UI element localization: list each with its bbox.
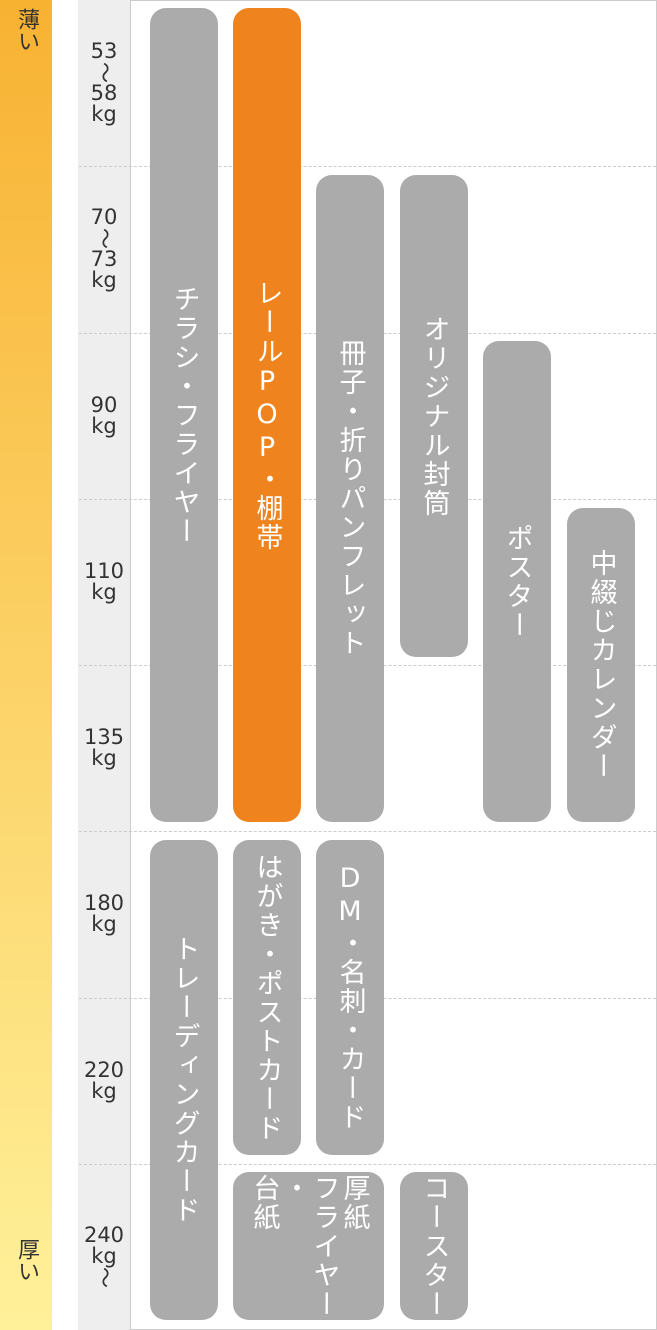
weight-label: 70 ～ 73 kg <box>78 207 130 291</box>
weight-text: 135 <box>83 725 125 750</box>
weight-text: ～ <box>92 228 117 250</box>
pill-text: 厚紙 フライヤー・台紙 <box>248 1173 370 1319</box>
row-divider <box>79 1163 656 1165</box>
pill-line: フライヤー <box>308 1173 340 1319</box>
pill-line: ・ <box>278 1173 310 1203</box>
category-pill: 中綴じカレンダー <box>567 508 635 822</box>
category-pill: ポスター <box>483 341 551 822</box>
thick-label: 厚い <box>14 1238 39 1282</box>
category-pill: レールPOP・棚帯 <box>233 8 301 822</box>
pill-text: レールPOP・棚帯 <box>251 278 283 552</box>
weight-text: 58 <box>90 81 118 106</box>
weight-text: kg <box>91 1244 117 1269</box>
weight-text: ～ <box>92 1267 117 1289</box>
weight-text: 73 <box>90 247 118 272</box>
weight-text: 240 <box>83 1223 125 1248</box>
weight-text: kg <box>91 746 117 771</box>
weight-text: 53 <box>90 39 118 64</box>
weight-text: 70 <box>90 205 118 230</box>
weight-label: 240 kg ～ <box>78 1223 130 1289</box>
pill-line: 厚紙 <box>338 1173 370 1232</box>
weight-text: 180 <box>83 891 125 916</box>
category-pill: はがき・ポストカード <box>233 840 301 1155</box>
pill-text: チラシ・フライヤー <box>168 284 200 546</box>
category-pill: 厚紙 フライヤー・台紙 <box>233 1172 384 1320</box>
weight-text: kg <box>91 912 117 937</box>
pill-text: オリジナル封筒 <box>418 314 450 518</box>
weight-text: 220 <box>83 1057 125 1082</box>
category-pill: オリジナル封筒 <box>400 175 468 657</box>
weight-text: kg <box>91 1078 117 1103</box>
weight-label: 90 kg <box>78 392 130 438</box>
pill-text: コースター <box>418 1173 450 1319</box>
pill-text: トレーディングカード <box>168 935 200 1225</box>
weight-label: 180 kg <box>78 893 130 935</box>
weight-text: 110 <box>83 558 125 583</box>
weight-text: kg <box>91 102 117 127</box>
weight-label: 110 kg <box>78 558 130 604</box>
pill-line: 台紙 <box>248 1173 280 1232</box>
thickness-bar <box>0 0 52 1330</box>
category-pill: DM・名刺・カード <box>316 840 384 1155</box>
row-divider <box>79 831 656 833</box>
weight-label: 53 ～ 58 kg <box>78 41 130 125</box>
category-pill: チラシ・フライヤー <box>150 8 218 822</box>
row-divider <box>79 166 656 168</box>
weight-label: 220 kg <box>78 1057 130 1103</box>
pill-text: 冊子・折りパンフレット <box>334 339 366 658</box>
pill-text: 中綴じカレンダー <box>585 549 617 781</box>
pill-text: はがき・ポストカード <box>251 852 283 1143</box>
pill-text: DM・名刺・カード <box>334 863 366 1132</box>
weight-text: kg <box>91 579 117 604</box>
category-pill: 冊子・折りパンフレット <box>316 175 384 822</box>
category-pill: コースター <box>400 1172 468 1320</box>
weight-text: ～ <box>92 62 117 84</box>
thin-label: 薄い <box>14 8 39 52</box>
weight-text: kg <box>91 413 117 438</box>
weight-text: 90 <box>90 392 118 417</box>
category-pill: トレーディングカード <box>150 840 218 1320</box>
weight-label: 135 kg <box>78 727 130 769</box>
weight-text: kg <box>91 268 117 293</box>
pill-text: ポスター <box>501 523 533 640</box>
